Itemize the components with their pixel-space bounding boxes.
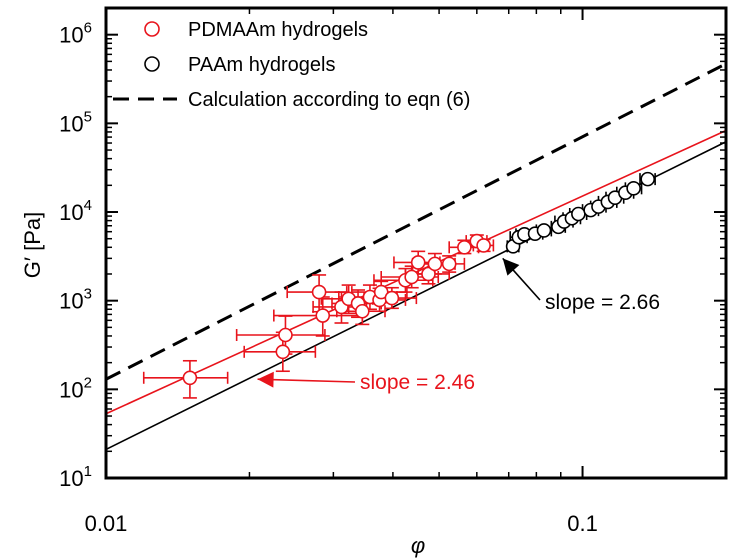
- legend-label: PDMAAm hydrogels: [188, 19, 368, 41]
- y-tick-label: 103: [59, 286, 92, 314]
- pdmaam-data-point: [404, 269, 419, 285]
- x-tick-label: 0.1: [567, 511, 598, 536]
- pdmaam-data-point: [410, 255, 426, 270]
- pdmaam-data-point: [441, 256, 457, 272]
- y-tick-label-base: 10: [59, 23, 83, 48]
- y-tick-label-base: 10: [59, 377, 83, 402]
- slope-annotation-black-label: slope = 2.66: [545, 291, 660, 314]
- data-points-layer: [182, 171, 655, 386]
- legend: PDMAAm hydrogels PAAm hydrogels Calculatio…: [113, 19, 470, 111]
- paam-data-point: [571, 206, 586, 222]
- calculation-dashed-line: [105, 62, 727, 381]
- y-tick-label: 105: [59, 108, 92, 136]
- y-tick-label: 102: [59, 374, 92, 402]
- pdmaam-data-point: [427, 256, 443, 272]
- paam-data-point: [626, 181, 641, 196]
- pdmaam-data-point: [457, 239, 472, 255]
- y-tick-label-base: 10: [59, 289, 83, 314]
- y-tick-label: 106: [59, 20, 92, 48]
- y-tick-label-exponent: 3: [84, 286, 92, 303]
- legend-marker: [144, 56, 160, 72]
- pdmaam-data-point: [354, 303, 370, 319]
- y-tick-label-exponent: 4: [84, 197, 92, 214]
- plot-frame: [104, 6, 728, 480]
- legend-marker: [144, 21, 160, 37]
- y-tick-label-base: 10: [59, 111, 83, 136]
- x-tick-label: 0.01: [85, 511, 128, 536]
- x-axis-title: φ: [411, 533, 425, 558]
- slope-annotation-black-arrow-head: [502, 258, 520, 276]
- y-axis-title: G′ [Pa]: [20, 212, 45, 278]
- pdmaam-data-point: [275, 344, 291, 360]
- pdmaam-data-point: [182, 370, 198, 386]
- y-tick-label-base: 10: [59, 200, 83, 225]
- pdmaam-data-point: [384, 290, 400, 306]
- y-tick-label: 104: [59, 197, 92, 225]
- annotations-layer: slope = 2.66 slope = 2.46: [257, 257, 660, 394]
- y-tick-label-base: 10: [59, 466, 83, 491]
- paam-data-point: [640, 171, 655, 187]
- y-tick-label: 101: [59, 463, 92, 491]
- legend-label: Calculation according to eqn (6): [188, 89, 470, 111]
- legend-label: PAAm hydrogels: [188, 54, 335, 76]
- y-tick-label-exponent: 1: [84, 463, 92, 480]
- pdmaam-data-point: [421, 266, 436, 282]
- slope-annotation-red-arrow-line: [257, 378, 356, 383]
- pdmaam-data-point: [315, 308, 331, 323]
- pdmaam-data-point: [278, 327, 293, 343]
- y-tick-label-exponent: 2: [84, 374, 92, 391]
- slope-annotation-red-arrow-head: [257, 371, 274, 388]
- slope-annotation-red-label: slope = 2.46: [360, 371, 475, 394]
- paam-data-point: [536, 223, 552, 238]
- y-tick-label-exponent: 6: [84, 20, 92, 37]
- y-tick-label-exponent: 5: [84, 108, 92, 125]
- pdmaam-data-point: [311, 284, 327, 300]
- pdmaam-data-point: [476, 238, 491, 253]
